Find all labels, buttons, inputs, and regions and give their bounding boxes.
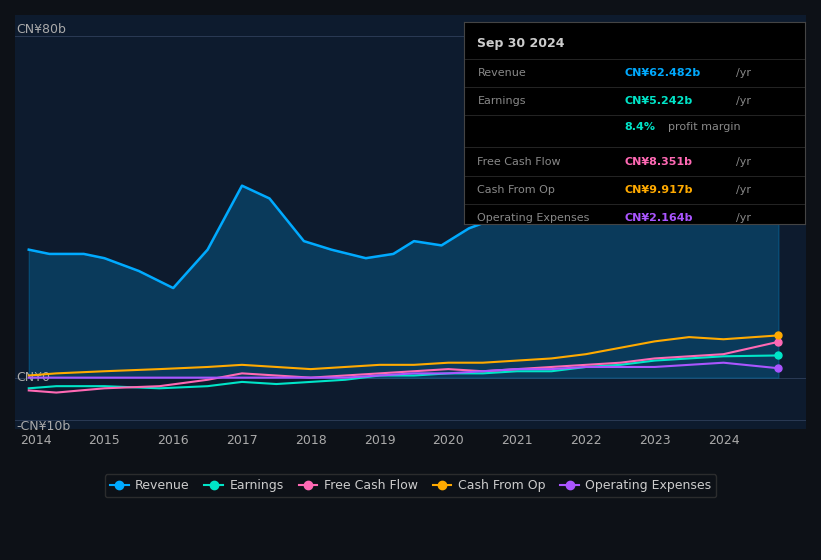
Text: Revenue: Revenue: [478, 68, 526, 78]
Text: /yr: /yr: [736, 156, 751, 166]
Text: CN¥80b: CN¥80b: [16, 24, 67, 36]
Text: /yr: /yr: [736, 213, 751, 223]
Text: CN¥2.164b: CN¥2.164b: [624, 213, 692, 223]
Text: CN¥9.917b: CN¥9.917b: [624, 185, 692, 195]
Text: CN¥62.482b: CN¥62.482b: [624, 68, 700, 78]
Text: /yr: /yr: [736, 185, 751, 195]
Text: CN¥8.351b: CN¥8.351b: [624, 156, 692, 166]
Text: Earnings: Earnings: [478, 96, 526, 106]
Text: profit margin: profit margin: [668, 122, 741, 132]
Text: Cash From Op: Cash From Op: [478, 185, 555, 195]
Text: Sep 30 2024: Sep 30 2024: [478, 36, 565, 49]
Text: CN¥0: CN¥0: [16, 371, 51, 384]
Legend: Revenue, Earnings, Free Cash Flow, Cash From Op, Operating Expenses: Revenue, Earnings, Free Cash Flow, Cash …: [105, 474, 716, 497]
Text: CN¥5.242b: CN¥5.242b: [624, 96, 692, 106]
Text: Operating Expenses: Operating Expenses: [478, 213, 589, 223]
Text: /yr: /yr: [736, 68, 751, 78]
Text: 8.4%: 8.4%: [624, 122, 655, 132]
Text: Free Cash Flow: Free Cash Flow: [478, 156, 561, 166]
Text: /yr: /yr: [736, 96, 751, 106]
Text: -CN¥10b: -CN¥10b: [16, 421, 71, 433]
